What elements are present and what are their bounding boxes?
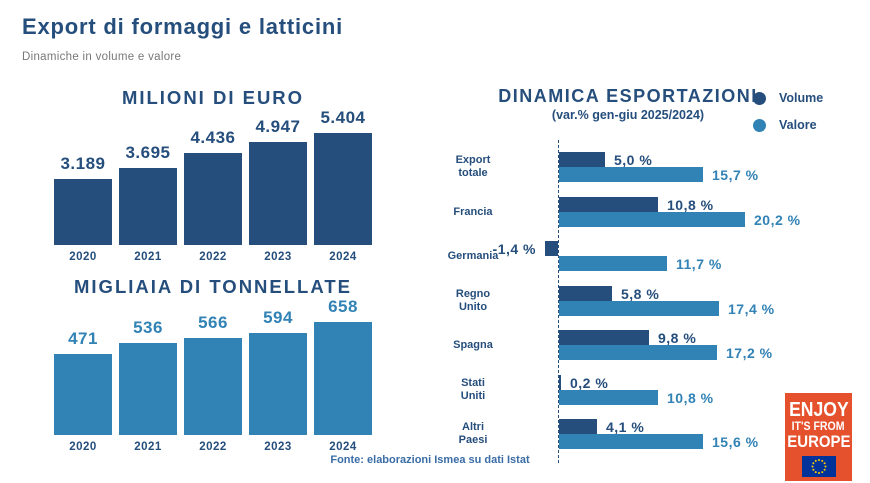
chart-title-milioni-di-euro: MILIONI DI EURO <box>121 87 305 108</box>
bar-2020 <box>54 179 112 245</box>
category-label-spagna: Spagna <box>453 338 493 351</box>
bar-column-2021: 3.695 2021 <box>119 143 177 268</box>
volume-bar-germania <box>545 241 558 256</box>
x-axis-label: 2024 <box>329 251 357 263</box>
category-label-germania: Germania <box>447 249 499 262</box>
bar-value-label: 3.189 <box>60 154 106 173</box>
legend-label-volume: Volume <box>779 91 824 105</box>
category-label-altri-paesi: Altri Paesi <box>458 421 488 446</box>
bar-2023 <box>249 333 307 435</box>
volume-value-label: 5,0 % <box>614 152 653 168</box>
valore-value-label: 17,4 % <box>728 301 775 317</box>
category-label-stati-uniti: Stati Uniti <box>460 377 486 402</box>
valore-bar-spagna <box>559 345 717 360</box>
category-label-regno-unito: Regno Unito <box>455 288 491 313</box>
legend-dot-volume-icon <box>753 91 766 105</box>
valore-value-label: 15,7 % <box>712 167 759 183</box>
bar-value-label: 471 <box>68 329 98 348</box>
volume-value-label: 4,1 % <box>606 419 645 435</box>
volume-value-label: 9,8 % <box>658 330 697 346</box>
volume-value-label: 5,8 % <box>621 286 660 302</box>
valore-value-label: 10,8 % <box>667 390 714 406</box>
bar-column-2020: 3.189 2020 <box>54 154 112 268</box>
volume-value-label: -1,4 % <box>492 241 536 257</box>
bar-2022 <box>184 338 242 435</box>
zero-axis-dashed-line <box>558 140 559 463</box>
bar-column-2024: 658 2024 <box>314 297 372 458</box>
bar-value-label: 4.947 <box>255 117 301 136</box>
volume-value-label: 0,2 % <box>570 375 609 391</box>
x-axis-label: 2020 <box>69 251 97 263</box>
bar-value-label: 566 <box>198 313 228 332</box>
logo-text-line-1: ENJOY <box>788 399 849 421</box>
volume-bar-export-totale <box>559 152 605 167</box>
x-axis-label: 2022 <box>199 441 227 453</box>
logo-text-line-3: EUROPE <box>786 432 851 451</box>
legend: Volume Valore <box>753 91 823 145</box>
valore-value-label: 15,6 % <box>712 434 759 450</box>
chart-title-dinamica-esportazioni: DINAMICA ESPORTAZIONI <box>498 86 758 106</box>
category-label-francia: Francia <box>453 205 493 218</box>
bar-2024 <box>314 133 372 245</box>
bar-2021 <box>119 168 177 245</box>
bar-value-label: 594 <box>263 308 293 327</box>
bar-2022 <box>184 153 242 245</box>
bar-column-2021: 536 2021 <box>119 318 177 458</box>
eu-flag-icon <box>801 456 836 477</box>
valore-bar-stati-uniti <box>559 390 658 405</box>
x-axis-label: 2020 <box>69 441 97 453</box>
valore-bar-germania <box>559 256 667 271</box>
valore-value-label: 17,2 % <box>726 345 773 361</box>
bar-value-label: 4.436 <box>190 128 236 147</box>
bar-column-2022: 4.436 2022 <box>184 128 242 268</box>
enjoy-its-from-europe-logo: ENJOY IT'S FROM EUROPE <box>785 393 852 481</box>
x-axis-label: 2024 <box>329 441 357 453</box>
bar-column-2023: 594 2023 <box>249 308 307 458</box>
volume-bar-francia <box>559 197 658 212</box>
valore-value-label: 20,2 % <box>754 212 801 228</box>
volume-value-label: 10,8 % <box>667 197 714 213</box>
category-label-export-totale: Export totale <box>455 154 491 179</box>
volume-bar-altri-paesi <box>559 419 597 434</box>
chart-migliaia-di-tonnellate: 471 2020 536 2021 566 2022 594 2023 658 2024 <box>54 296 372 458</box>
x-axis-label: 2021 <box>134 251 162 263</box>
x-axis-label: 2021 <box>134 441 162 453</box>
legend-item-volume: Volume <box>753 91 823 105</box>
chart-title-migliaia-di-tonnellate: MIGLIAIA DI TONNELLATE <box>74 276 352 297</box>
bar-2021 <box>119 343 177 435</box>
bar-column-2023: 4.947 2023 <box>249 117 307 268</box>
volume-bar-spagna <box>559 330 649 345</box>
x-axis-label: 2023 <box>264 441 292 453</box>
valore-bar-export-totale <box>559 167 703 182</box>
bar-value-label: 658 <box>328 297 358 316</box>
bar-column-2020: 471 2020 <box>54 329 112 458</box>
page-title: Export di formaggi e latticini <box>22 14 344 39</box>
page-subtitle: Dinamiche in volume e valore <box>22 51 182 63</box>
valore-bar-regno-unito <box>559 301 719 316</box>
chart-subtitle-dinamica-esportazioni: (var.% gen-giu 2025/2024) <box>551 108 705 122</box>
bar-2023 <box>249 142 307 245</box>
bar-value-label: 5.404 <box>320 108 366 127</box>
bar-2024 <box>314 322 372 435</box>
chart-milioni-di-euro: 3.189 2020 3.695 2021 4.436 2022 4.947 2023 5.40… <box>54 106 372 268</box>
valore-value-label: 11,7 % <box>676 256 722 272</box>
x-axis-label: 2022 <box>199 251 227 263</box>
legend-item-valore: Valore <box>753 118 823 132</box>
volume-bar-stati-uniti <box>559 375 561 390</box>
source-note: Fonte: elaborazioni Ismea su dati Istat <box>330 454 530 466</box>
valore-bar-altri-paesi <box>559 434 703 449</box>
valore-bar-francia <box>559 212 745 227</box>
bar-value-label: 536 <box>133 318 163 337</box>
volume-bar-regno-unito <box>559 286 612 301</box>
x-axis-label: 2023 <box>264 251 292 263</box>
bar-column-2022: 566 2022 <box>184 313 242 458</box>
bar-2020 <box>54 354 112 435</box>
legend-dot-valore-icon <box>753 118 766 132</box>
logo-text-line-2: IT'S FROM <box>792 419 845 433</box>
bar-value-label: 3.695 <box>125 143 171 162</box>
bar-column-2024: 5.404 2024 <box>314 108 372 268</box>
legend-label-valore: Valore <box>779 118 817 132</box>
